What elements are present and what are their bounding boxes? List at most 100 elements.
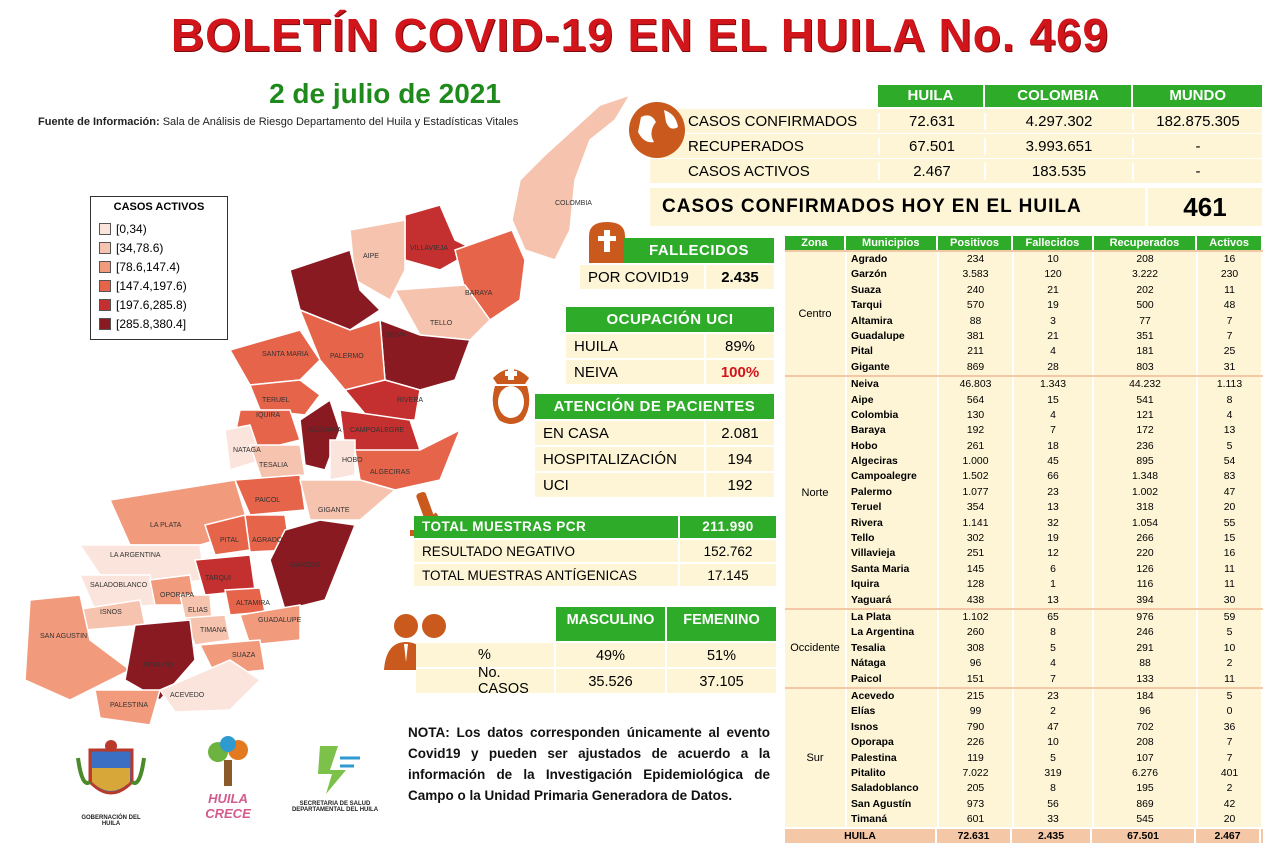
- municipio-name: Nátaga: [847, 656, 939, 672]
- table-row: Acevedo 215 23 184 5: [847, 688, 1263, 705]
- atencion-value: 194: [704, 447, 774, 471]
- table-cell: 21: [1014, 282, 1094, 299]
- pcr-row: RESULTADO NEGATIVO 152.762: [414, 538, 776, 562]
- municipio-name: Oporapa: [847, 735, 939, 751]
- municipio-name: Hobo: [847, 438, 939, 455]
- coat-of-arms-icon: [76, 740, 146, 795]
- table-cell: 30: [1198, 592, 1263, 608]
- region-tello: [393, 284, 491, 341]
- map-label-baraya: BARAYA: [465, 290, 493, 297]
- municipio-name: Saladoblanco: [847, 781, 939, 797]
- table-row: San Agustín 973 56 869 42: [847, 796, 1263, 813]
- table-cell: 2: [1198, 781, 1263, 797]
- table-row: Timaná 601 33 545 20: [847, 812, 1263, 828]
- municipio-name: Santa Maria: [847, 561, 939, 578]
- table-cell: 7: [1198, 328, 1263, 345]
- region-paicol: [233, 474, 306, 516]
- table-cell: 33: [1014, 812, 1094, 828]
- uci-value: 89%: [704, 334, 774, 358]
- table-cell: 261: [939, 438, 1014, 455]
- map-label-acevedo: ACEVEDO: [170, 692, 205, 699]
- table-cell: 28: [1014, 359, 1094, 376]
- map-label-hobo: HOBO: [342, 457, 363, 464]
- municipal-table-total: HUILA 72.631 2.435 67.501 2.467: [785, 827, 1263, 844]
- col-header: Municipios: [845, 236, 936, 250]
- legend-swatch: [99, 222, 111, 235]
- table-row: Hobo 261 18 236 5: [847, 438, 1263, 455]
- table-cell: 3.222: [1094, 267, 1198, 283]
- fallecidos-title: FALLECIDOS: [624, 238, 774, 263]
- table-row: Tesalia 308 5 291 10: [847, 640, 1263, 657]
- total-cell: 2.467: [1196, 829, 1261, 844]
- summary-label: CASOS CONFIRMADOS: [688, 112, 858, 130]
- total-cell: HUILA: [785, 829, 937, 844]
- total-cell: 2.435: [1012, 829, 1092, 844]
- region-santa-maria: [228, 329, 321, 386]
- summary-colombia: 4.297.302: [984, 112, 1132, 130]
- table-cell: 25: [1198, 344, 1263, 360]
- table-cell: 18: [1014, 438, 1094, 455]
- table-cell: 1.077: [939, 484, 1014, 501]
- table-cell: 869: [1094, 796, 1198, 813]
- table-row: Villavieja 251 12 220 16: [847, 546, 1263, 562]
- gobernacion-text: GOBERNACIÓN DEL HUILA: [81, 815, 141, 827]
- table-cell: 1.054: [1094, 515, 1198, 532]
- summary-mundo: 182.875.305: [1132, 112, 1262, 130]
- table-cell: 8: [1014, 625, 1094, 641]
- table-cell: 381: [939, 328, 1014, 345]
- atencion-value: 192: [704, 473, 774, 497]
- table-cell: 96: [1094, 704, 1198, 720]
- table-cell: 211: [939, 344, 1014, 360]
- table-cell: 133: [1094, 671, 1198, 687]
- table-row: Isnos 790 47 702 36: [847, 719, 1263, 736]
- legend-item: [197.6,285.8): [99, 295, 219, 314]
- summary-huila: 72.631: [878, 112, 984, 130]
- table-row: Colombia 130 4 121 4: [847, 407, 1263, 424]
- table-cell: 208: [1094, 735, 1198, 751]
- table-cell: 1.113: [1198, 377, 1263, 393]
- summary-huila: 2.467: [878, 162, 984, 180]
- table-cell: 401: [1198, 765, 1263, 782]
- table-cell: 5: [1198, 438, 1263, 455]
- pcr-label: RESULTADO NEGATIVO: [422, 543, 576, 559]
- table-cell: 12: [1014, 546, 1094, 562]
- table-cell: 65: [1014, 609, 1094, 626]
- table-cell: 251: [939, 546, 1014, 562]
- map-label-iquira: IQUIRA: [256, 412, 280, 419]
- table-row: Iquira 128 1 116 11: [847, 577, 1263, 593]
- sexo-masculino: 49%: [554, 643, 665, 667]
- col-femenino: FEMENINO: [667, 607, 776, 641]
- source-text: Sala de Análisis de Riesgo Departamento …: [162, 116, 519, 128]
- map-label-la-plata: LA PLATA: [150, 522, 182, 529]
- municipio-name: Baraya: [847, 423, 939, 439]
- table-cell: 16: [1198, 252, 1263, 268]
- table-cell: 976: [1094, 609, 1198, 626]
- legend-swatch: [99, 260, 111, 273]
- table-cell: 291: [1094, 640, 1198, 657]
- legend-item: [78.6,147.4): [99, 257, 219, 276]
- table-cell: 128: [939, 577, 1014, 593]
- table-cell: 6: [1014, 561, 1094, 578]
- municipio-name: Guadalupe: [847, 328, 939, 345]
- table-row: Yaguará 438 13 394 30: [847, 592, 1263, 608]
- summary-colombia: 3.993.651: [984, 137, 1132, 155]
- region-teruel: [248, 379, 322, 416]
- legend-label: [0,34): [116, 221, 147, 236]
- region-hobo: [329, 439, 356, 481]
- table-cell: 570: [939, 298, 1014, 314]
- table-cell: 195: [1094, 781, 1198, 797]
- table-cell: 172: [1094, 423, 1198, 439]
- table-row: Santa Maria 145 6 126 11: [847, 561, 1263, 578]
- secretaria-logo: SECRETARIA DE SALUD DEPARTAMENTAL DEL HU…: [290, 740, 380, 813]
- table-cell: 240: [939, 282, 1014, 299]
- table-cell: 99: [939, 704, 1014, 720]
- map-label-tesalia: TESALIA: [259, 462, 288, 469]
- map-label-oporapa: OPORAPA: [160, 592, 194, 599]
- table-cell: 7: [1198, 735, 1263, 751]
- table-cell: 215: [939, 688, 1014, 705]
- table-cell: 7: [1198, 313, 1263, 329]
- zone-group: Sur Acevedo 215 23 184 5 Elías 99 2 96 0 Isnos 790 47…: [785, 686, 1263, 828]
- table-cell: 7.022: [939, 765, 1014, 782]
- pcr-value: 17.145: [678, 564, 776, 586]
- map-label-palestina: PALESTINA: [110, 702, 148, 709]
